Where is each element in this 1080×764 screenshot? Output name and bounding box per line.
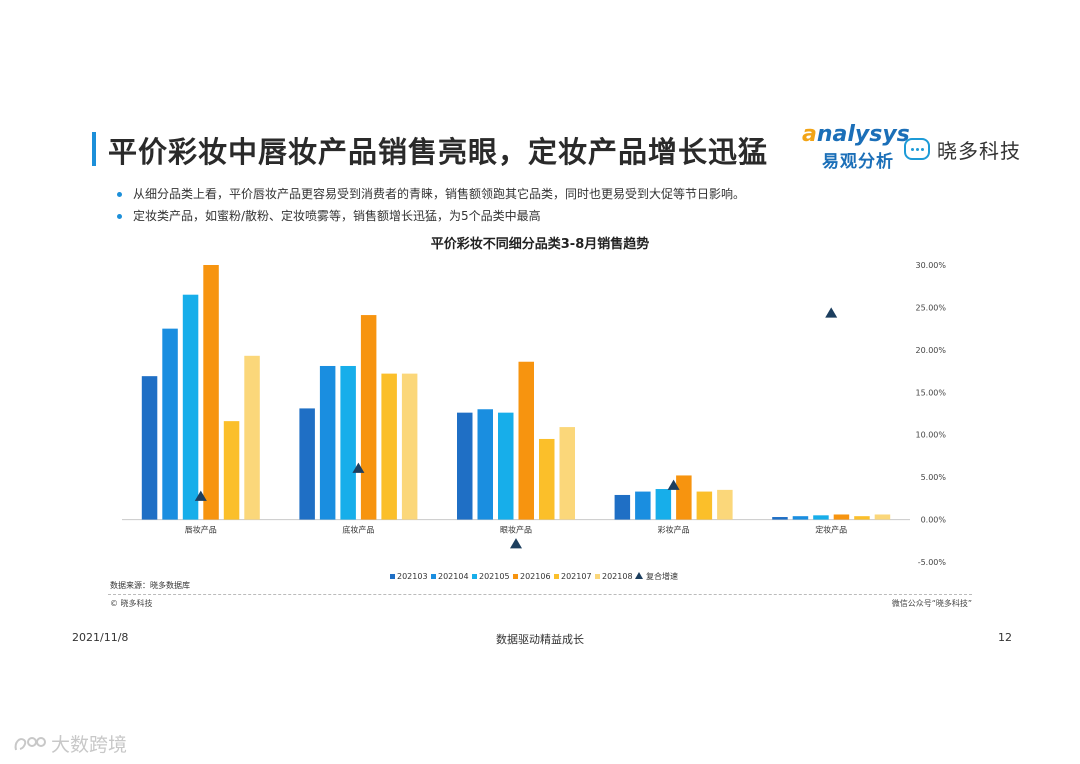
bullet-dot-icon [117,214,122,219]
bar [559,427,575,520]
bar [655,489,672,520]
bar [539,438,555,520]
legend-swatch [513,574,518,579]
analysys-logo-cn: 易观分析 [822,152,894,172]
y-tick-label: 10.00% [915,431,946,440]
bar [401,373,418,520]
xiaoduo-logo-text: 晓多科技 [937,138,1021,163]
bar [477,409,493,520]
growth-marker [352,462,365,473]
x-tick-label: 眼妆产品 [500,525,532,535]
bar [203,265,219,520]
legend-swatch [554,574,559,579]
growth-marker [510,538,522,549]
legend-label: 202105 [479,572,510,581]
watermark-logo-icon [14,736,46,750]
analysys-logo-en: analysys [802,122,910,147]
y-tick-label: 5.00% [921,473,947,482]
bar-chart: 30.00% 25.00% 20.00% 15.00% 10.00% 5.00% 0.00%… [122,261,947,581]
bar [182,294,199,520]
chat-bubble-icon [904,138,930,160]
page-number: 12 [998,631,1012,644]
bar [696,491,713,520]
x-tick-label: 唇妆产品 [185,525,217,535]
legend-swatch [595,574,600,579]
legend-label: 复合增速 [646,571,678,581]
bar [319,365,336,520]
bar [833,514,850,520]
page-title: 平价彩妆中唇妆产品销售亮眼，定妆产品增长迅猛 [108,135,769,169]
y-tick-label: -5.00% [918,558,947,567]
bar [614,494,631,520]
bar [162,328,178,520]
legend-swatch [431,574,436,579]
growth-marker [194,490,207,501]
bar [635,491,651,520]
legend-label: 202106 [520,572,551,581]
legend-swatch [472,574,477,579]
legend-marker [635,572,643,579]
bullet-list: 从细分品类上看，平价唇妆产品更容易受到消费者的青睐，销售额领跑其它品类，同时也更… [117,183,745,227]
divider [108,594,972,595]
bullet-item: 定妆类产品，如蜜粉/散粉、定妆喷雾等，销售额增长迅猛，为5个品类中最高 [117,205,745,227]
bar [299,408,315,520]
watermark: 大数跨境 [12,730,127,757]
bullet-dot-icon [117,192,122,197]
bar [498,412,514,520]
footer-slogan: 数据驱动精益成长 [496,633,584,646]
bar [874,514,891,520]
legend-label: 202103 [397,572,428,581]
x-tick-label: 底妆产品 [342,525,374,535]
legend-label: 202104 [438,572,469,581]
bar [518,361,534,520]
x-tick-label: 定妆产品 [815,525,847,535]
bar [813,515,829,520]
bar [772,517,788,520]
bar [244,355,260,520]
bar [792,516,809,520]
bar [717,489,733,520]
xiaoduo-logo: 晓多科技 [904,134,1021,164]
title-accent-bar [92,132,96,166]
wechat-account: 微信公众号“晓多科技” [891,599,972,608]
y-tick-label: 30.00% [915,261,946,270]
y-tick-label: 25.00% [915,303,946,312]
bar [854,516,870,520]
y-tick-label: 0.00% [921,516,947,525]
legend-label: 202108 [602,572,633,581]
bar [340,365,356,520]
y-tick-label: 20.00% [915,346,946,355]
copyright: © 晓多科技 [110,599,153,608]
watermark-text: 大数跨境 [51,734,128,756]
growth-marker [825,307,838,318]
bar [360,315,377,520]
growth-marker [667,479,680,490]
y-tick-label: 15.00% [915,388,946,397]
footer-date: 2021/11/8 [72,631,129,644]
bar [223,421,240,520]
bar [381,373,397,520]
legend-label: 202107 [561,572,592,581]
legend-swatch [390,574,395,579]
chart-title: 平价彩妆不同细分品类3-8月销售趋势 [430,237,650,252]
bar [141,376,158,520]
bar [457,412,473,520]
analysys-logo: analysys 易观分析 [802,122,910,172]
bar [676,475,692,520]
x-tick-label: 彩妆产品 [658,525,690,535]
bullet-item: 从细分品类上看，平价唇妆产品更容易受到消费者的青睐，销售额领跑其它品类，同时也更… [117,183,745,205]
data-source: 数据来源：晓多数据库 [110,581,190,590]
